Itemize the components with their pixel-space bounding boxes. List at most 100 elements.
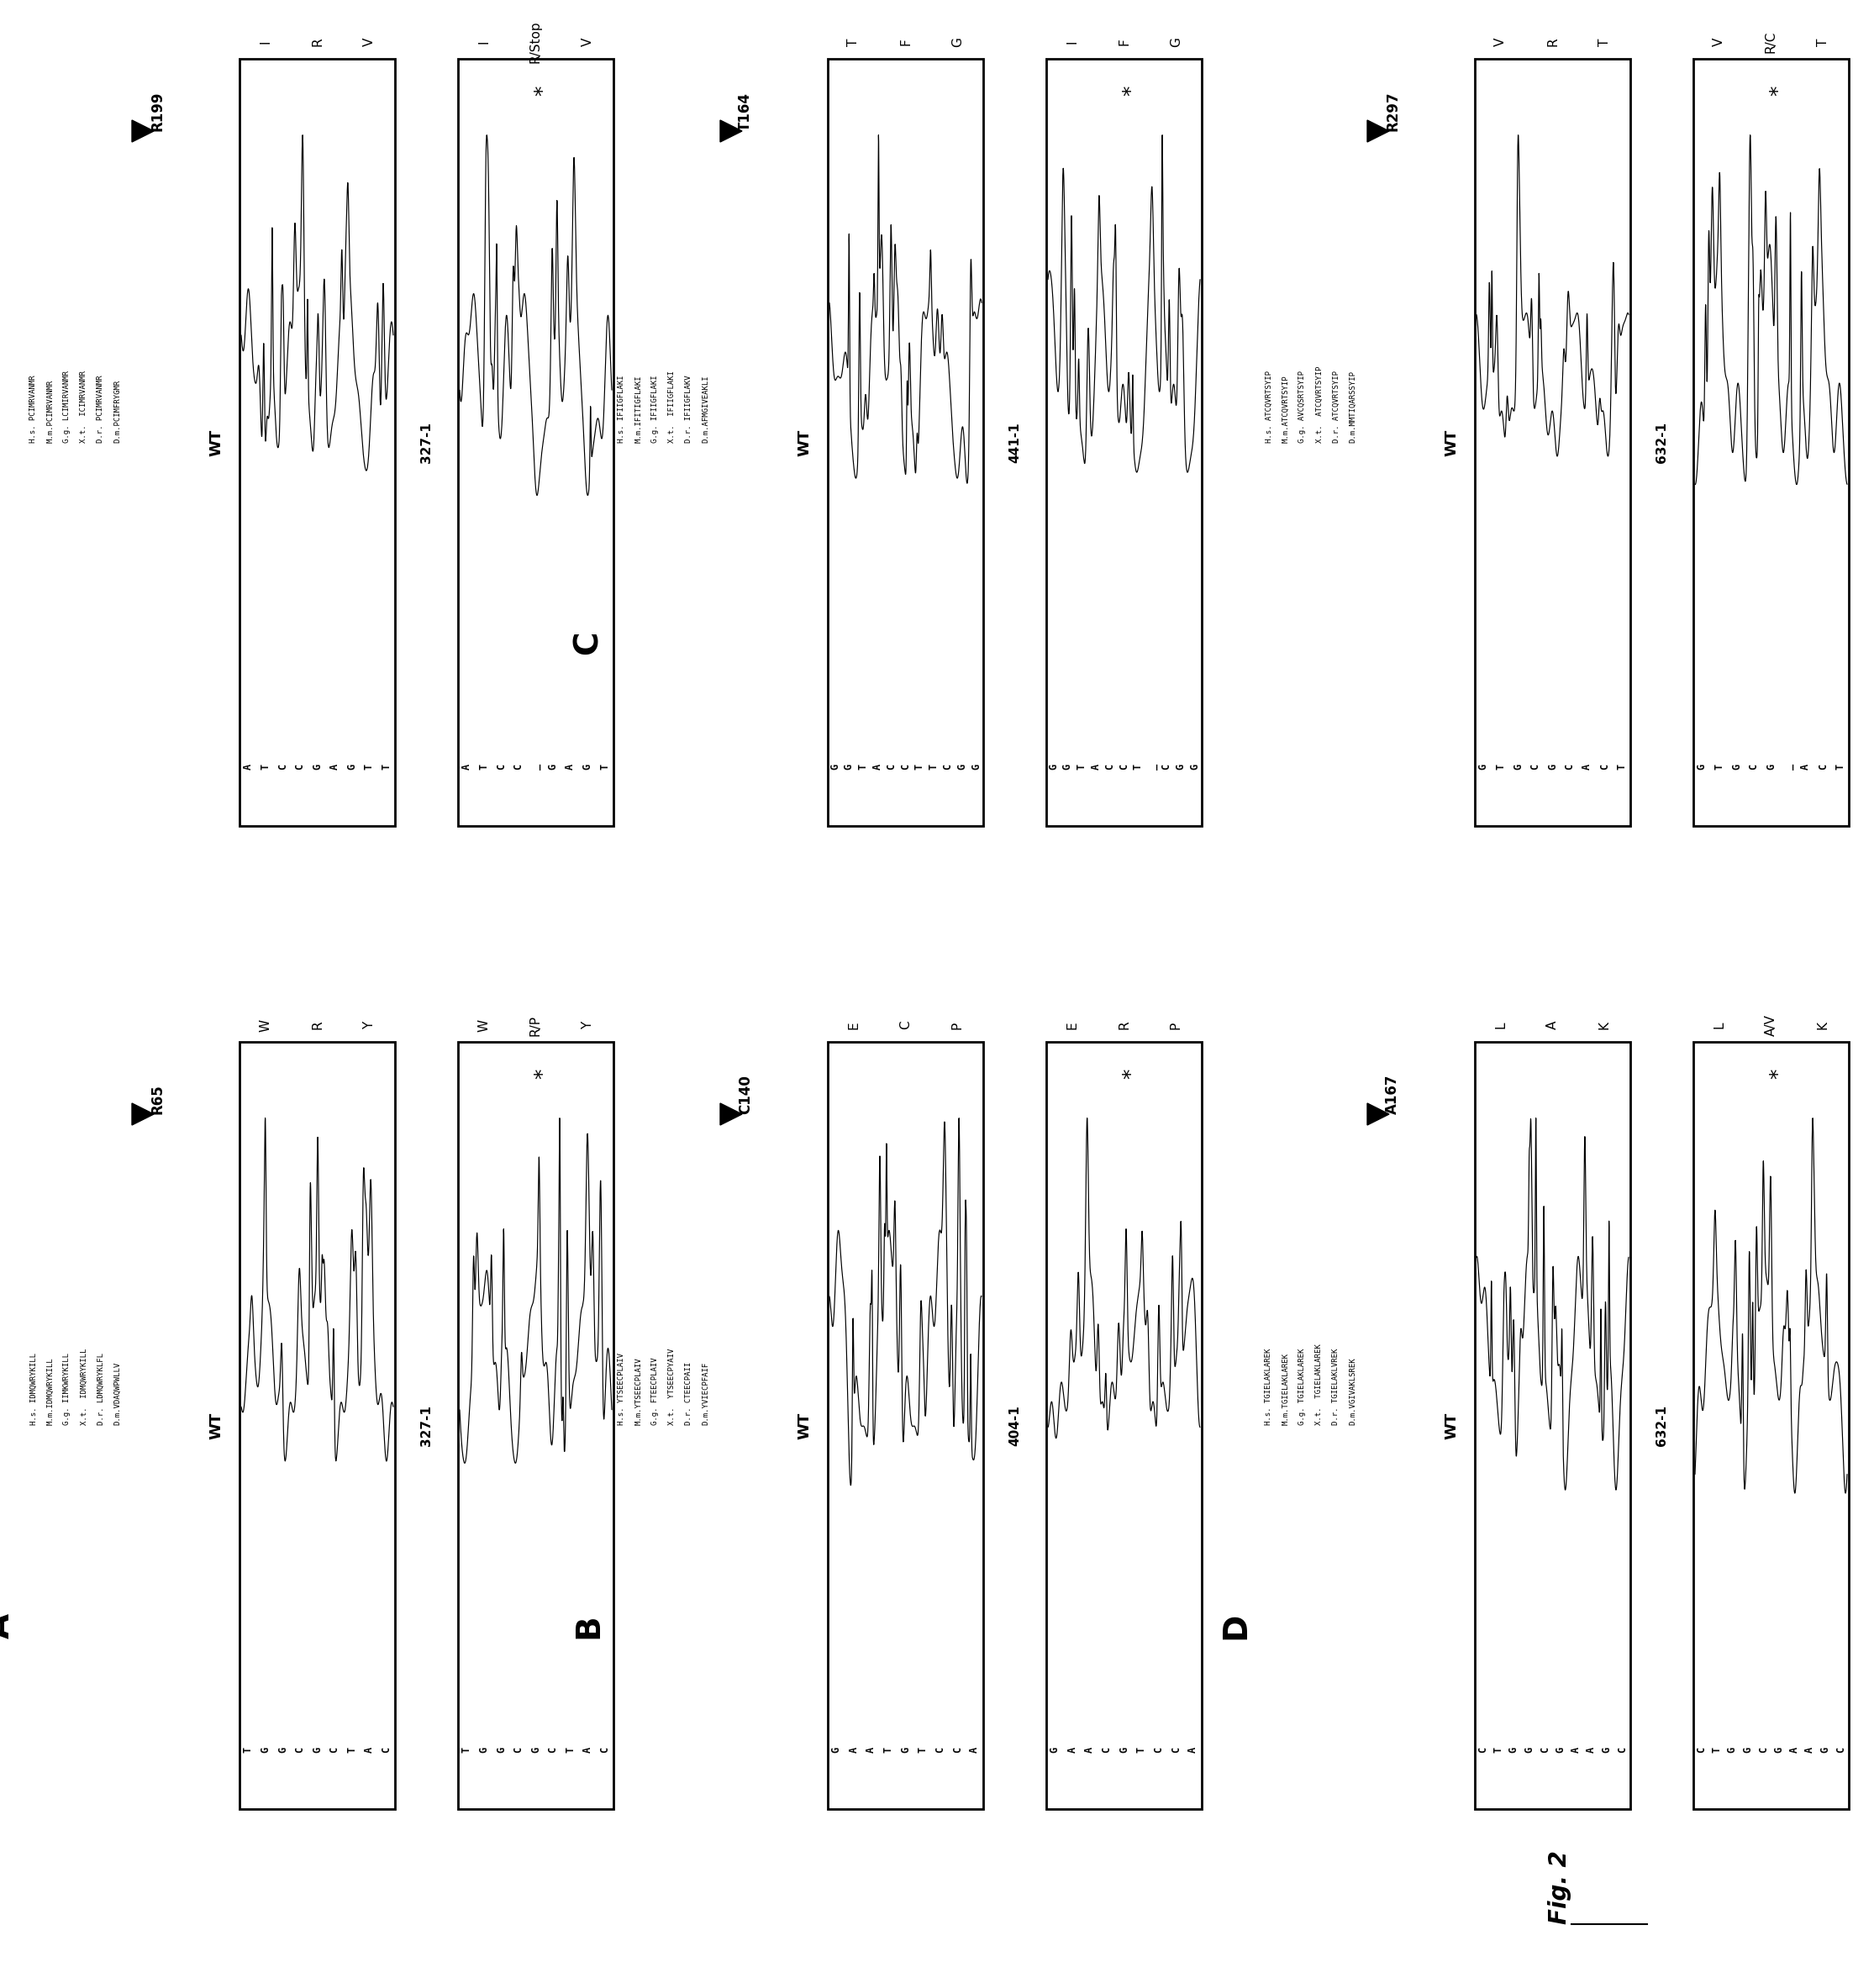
Text: C: C (886, 763, 898, 769)
Polygon shape (1368, 1103, 1389, 1125)
Text: T: T (564, 1747, 575, 1753)
Text: G: G (900, 1747, 911, 1753)
Polygon shape (131, 1103, 154, 1125)
Bar (828, 1042, 984, 1809)
Text: E: E (1066, 1022, 1078, 1030)
Text: A: A (1546, 1020, 1559, 1030)
Text: C: C (1599, 763, 1610, 769)
Text: V: V (1713, 38, 1726, 46)
Text: G: G (956, 763, 967, 769)
Bar (1046, 1042, 1201, 1809)
Text: G: G (1732, 763, 1743, 769)
Text: D.m.MMTIQARSSYIP: D.m.MMTIQARSSYIP (1349, 370, 1357, 443)
Text: 327-1: 327-1 (420, 421, 433, 463)
Text: F: F (900, 38, 913, 46)
Text: C: C (513, 763, 525, 769)
Text: X.t.  IFIIGFLAKI: X.t. IFIIGFLAKI (669, 370, 677, 443)
Bar (1475, 60, 1630, 825)
Text: I: I (1066, 40, 1078, 44)
Text: A167: A167 (1385, 1074, 1400, 1113)
Text: G: G (1743, 1747, 1754, 1753)
Text: T164: T164 (738, 91, 753, 131)
Text: A: A (1091, 763, 1102, 769)
Text: V: V (581, 38, 594, 46)
Text: V: V (1494, 38, 1507, 46)
Text: C: C (277, 763, 289, 769)
Text: C: C (1835, 1747, 1846, 1753)
Text: D.m.VDAQWPWLLV: D.m.VDAQWPWLLV (114, 1362, 122, 1425)
Bar (240, 60, 395, 825)
Text: G: G (1119, 1747, 1130, 1753)
Text: *: * (534, 85, 553, 95)
Text: G: G (478, 1747, 489, 1753)
Bar (1475, 1042, 1630, 1809)
Text: G: G (830, 763, 840, 769)
Text: T: T (1495, 763, 1507, 769)
Text: T: T (1816, 38, 1829, 46)
Text: G: G (1524, 1747, 1535, 1753)
Text: D: D (1220, 1612, 1252, 1640)
Text: D.m.YVIECPFAIF: D.m.YVIECPFAIF (703, 1362, 710, 1425)
Text: G: G (1548, 763, 1557, 769)
Bar (1046, 60, 1201, 825)
Text: G: G (1063, 763, 1074, 769)
Text: G: G (583, 763, 592, 769)
Text: T: T (915, 763, 926, 769)
Text: G.g. IFIIGFLAKI: G.g. IFIIGFLAKI (652, 374, 660, 443)
Text: D.m.VGIVAKLSREK: D.m.VGIVAKLSREK (1349, 1358, 1357, 1425)
Text: A: A (969, 1747, 980, 1753)
Text: WT: WT (796, 1411, 811, 1439)
Text: A: A (330, 763, 339, 769)
Text: G.g. AVCQSRTSYIP: G.g. AVCQSRTSYIP (1299, 370, 1306, 443)
Text: G: G (311, 1747, 322, 1753)
Text: H.s. YTSEECPLAIV: H.s. YTSEECPLAIV (618, 1354, 626, 1425)
Text: L: L (1494, 1022, 1507, 1028)
Text: T: T (1711, 1747, 1722, 1753)
Text: X.t.  ATCQVRTSYIP: X.t. ATCQVRTSYIP (1316, 366, 1323, 443)
Text: M.m.IDMQWRYKILL: M.m.IDMQWRYKILL (47, 1358, 54, 1425)
Text: C: C (952, 1747, 963, 1753)
Text: C: C (380, 1747, 392, 1753)
Text: G.g. IIMKWRYKILL: G.g. IIMKWRYKILL (64, 1354, 71, 1425)
Text: D.r. LDMQWRYKLFL: D.r. LDMQWRYKLFL (97, 1354, 105, 1425)
Text: C: C (1160, 763, 1171, 769)
Text: R: R (311, 38, 324, 46)
Text: A: A (461, 763, 472, 769)
Text: H.s. PCIMRVANMR: H.s. PCIMRVANMR (30, 374, 37, 443)
Polygon shape (720, 1103, 742, 1125)
Text: T: T (1076, 763, 1087, 769)
Text: C: C (935, 1747, 946, 1753)
Text: G.g. FTEECPLAIV: G.g. FTEECPLAIV (652, 1358, 660, 1425)
Text: A: A (1805, 1747, 1816, 1753)
Bar (457, 60, 613, 825)
Text: WT: WT (1445, 1411, 1460, 1439)
Text: D.r. CTEECPAII: D.r. CTEECPAII (686, 1362, 693, 1425)
Text: WT: WT (796, 429, 811, 455)
Text: _: _ (1782, 763, 1793, 769)
Text: G: G (1169, 38, 1182, 48)
Text: T: T (364, 763, 375, 769)
Text: A: A (1585, 1747, 1597, 1753)
Text: _: _ (530, 763, 542, 769)
Text: R: R (1117, 1020, 1130, 1030)
Text: D.m.AFMGIVEAKLI: D.m.AFMGIVEAKLI (703, 374, 710, 443)
Text: G: G (843, 763, 855, 769)
Text: T: T (858, 763, 868, 769)
Text: R: R (311, 1020, 324, 1030)
Text: Y: Y (581, 1022, 594, 1030)
Text: T: T (260, 763, 272, 769)
Text: G: G (1479, 763, 1490, 769)
Text: G: G (1049, 1747, 1061, 1753)
Text: C: C (1818, 763, 1829, 769)
Text: P: P (950, 1022, 963, 1030)
Text: R/C: R/C (1765, 32, 1777, 54)
Text: 632-1: 632-1 (1655, 421, 1668, 463)
Text: D.r. ATCQVRTSYIP: D.r. ATCQVRTSYIP (1332, 370, 1340, 443)
Text: K: K (1816, 1022, 1829, 1030)
Text: C: C (1104, 763, 1115, 769)
Text: 441-1: 441-1 (1008, 421, 1021, 463)
Bar (457, 1042, 613, 1809)
Text: C: C (1102, 1747, 1111, 1753)
Text: W: W (259, 1018, 272, 1032)
Text: A: A (1066, 1747, 1078, 1753)
